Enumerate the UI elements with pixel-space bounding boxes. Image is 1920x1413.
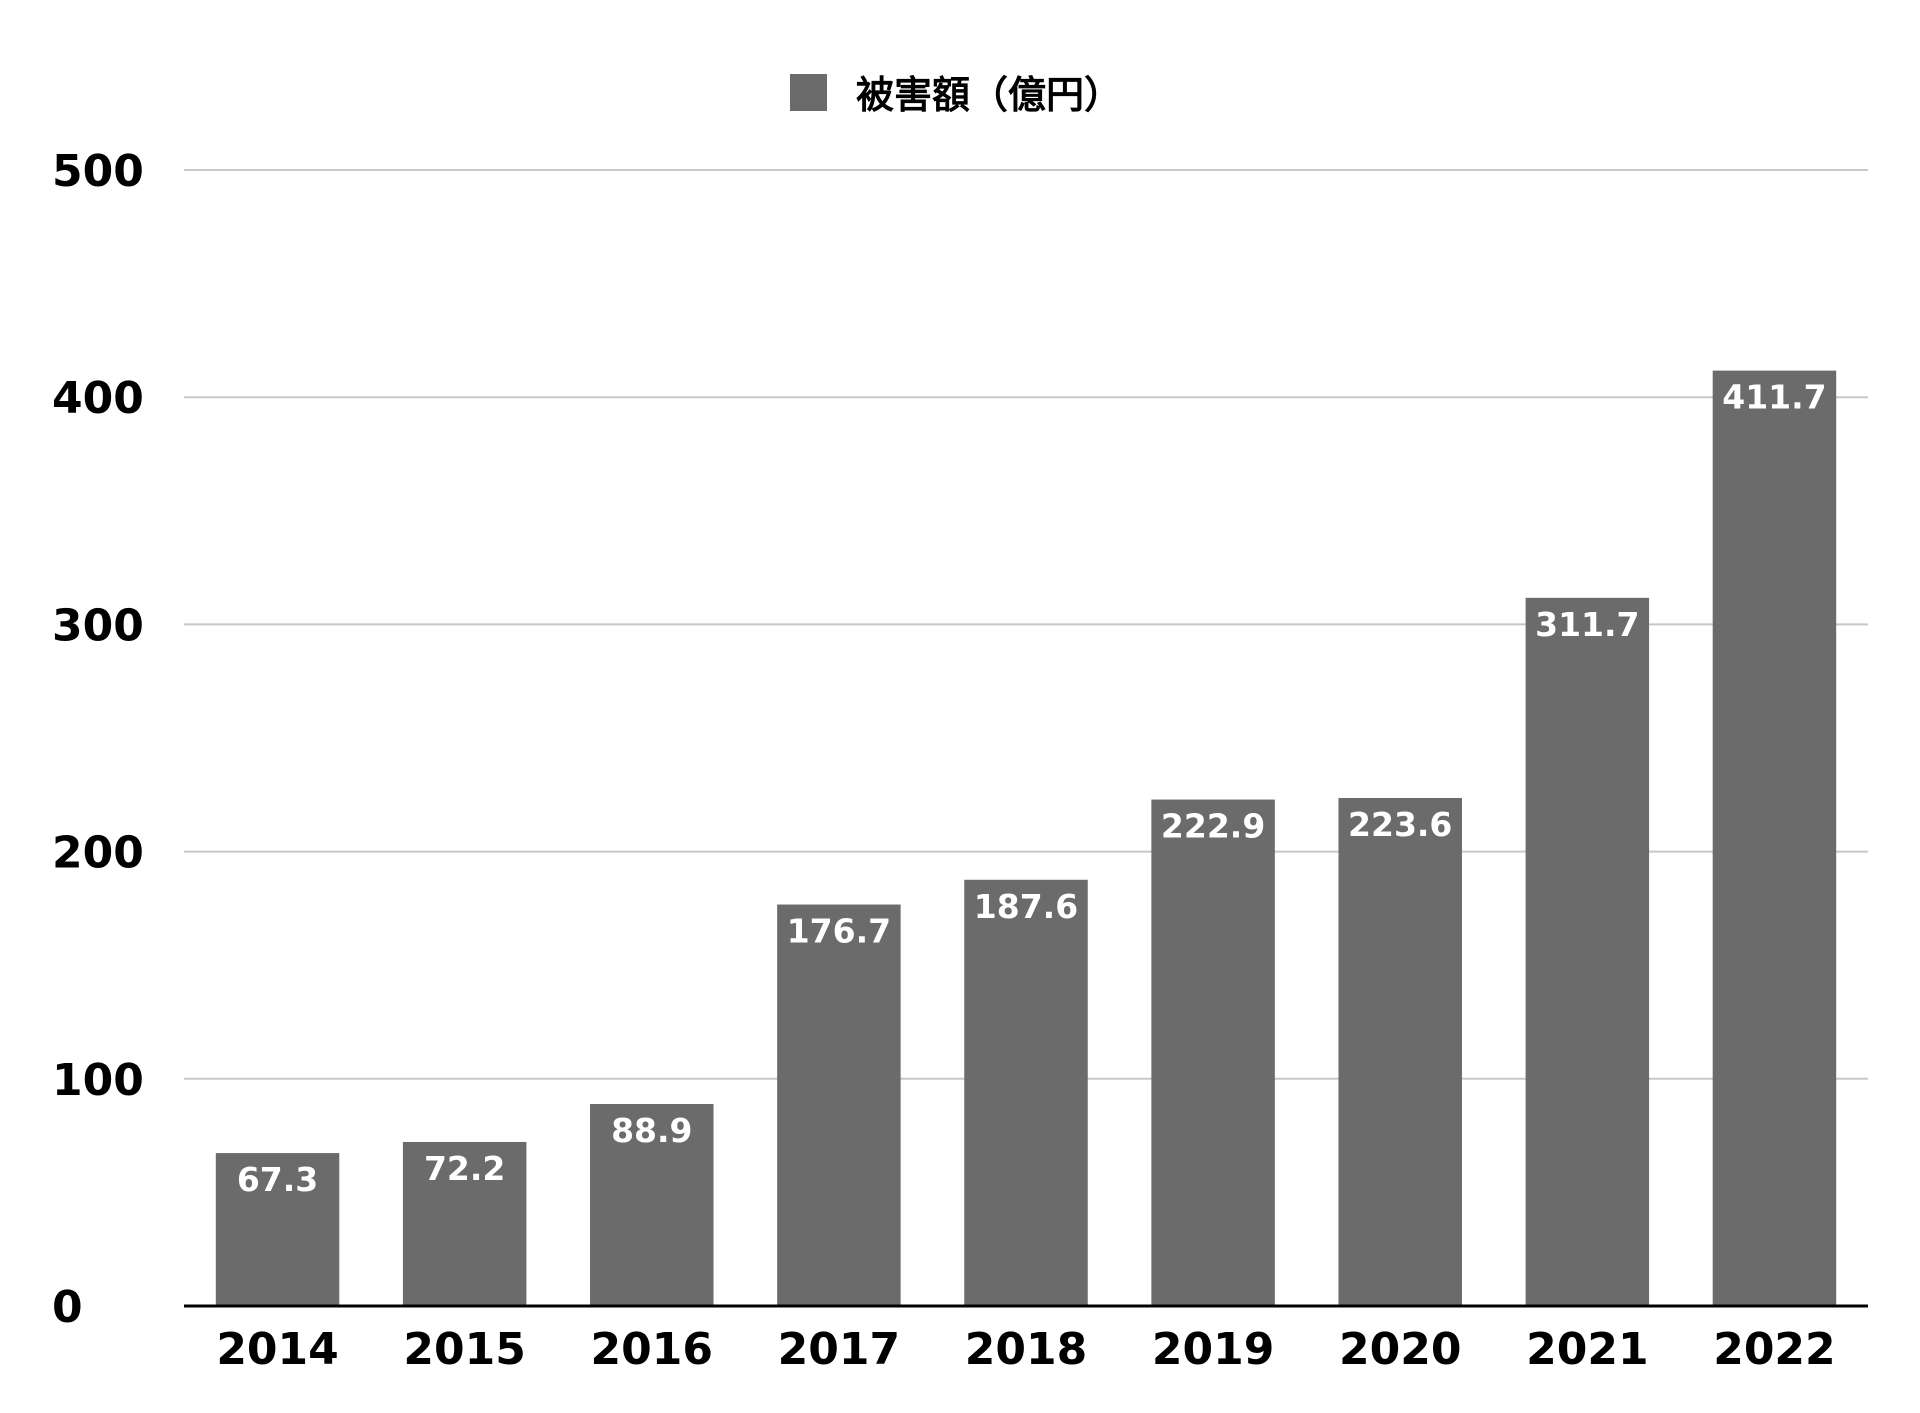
- y-tick-label: 100: [52, 1055, 144, 1106]
- x-tick-label-2016: 2016: [591, 1324, 713, 1375]
- x-tick-label-2020: 2020: [1339, 1324, 1461, 1375]
- y-tick-label: 400: [52, 373, 144, 424]
- data-label-2014: 67.3: [237, 1160, 318, 1199]
- y-tick-label: 500: [52, 146, 144, 197]
- bar-2020: [1338, 797, 1462, 1306]
- bar-2017: [777, 904, 901, 1306]
- bars: [215, 370, 1837, 1306]
- y-axis-ticks: 0 100 200 300 400 500: [52, 146, 144, 1333]
- bar-2016: [590, 1104, 714, 1306]
- bar-2022: [1712, 370, 1837, 1306]
- x-tick-label-2017: 2017: [778, 1324, 900, 1375]
- bar-2021: [1525, 597, 1650, 1306]
- y-tick-label: 0: [52, 1282, 83, 1333]
- legend-label: 被害額（億円）: [856, 73, 1122, 117]
- legend-swatch: [790, 74, 827, 111]
- data-labels: 67.3 72.2 88.9 176.7 187.6 222.9 223.6 311.7 411…: [237, 378, 1827, 1199]
- bar-2019: [1151, 799, 1275, 1306]
- data-label-2016: 88.9: [611, 1111, 692, 1150]
- bar-2018: [964, 879, 1088, 1306]
- data-label-2018: 187.6: [974, 887, 1078, 926]
- x-tick-label-2022: 2022: [1713, 1324, 1835, 1375]
- bar-2015: [402, 1141, 527, 1306]
- data-label-2015: 72.2: [424, 1149, 505, 1188]
- y-tick-label: 200: [52, 828, 144, 879]
- data-label-2021: 311.7: [1535, 605, 1639, 644]
- data-label-2020: 223.6: [1348, 805, 1452, 844]
- x-tick-label-2015: 2015: [403, 1324, 525, 1375]
- data-label-2019: 222.9: [1161, 807, 1265, 846]
- x-tick-label-2014: 2014: [216, 1324, 338, 1375]
- data-label-2022: 411.7: [1722, 378, 1826, 417]
- y-tick-label: 300: [52, 600, 144, 651]
- x-tick-label-2021: 2021: [1526, 1324, 1648, 1375]
- x-axis-ticks: 2014 2015 2016 2017 2018 2019 2020 2021 2022: [216, 1324, 1835, 1375]
- data-label-2017: 176.7: [787, 912, 891, 951]
- x-tick-label-2018: 2018: [965, 1324, 1087, 1375]
- legend: 被害額（億円）: [790, 73, 1122, 117]
- x-tick-label-2019: 2019: [1152, 1324, 1274, 1375]
- bar-2014: [215, 1153, 340, 1306]
